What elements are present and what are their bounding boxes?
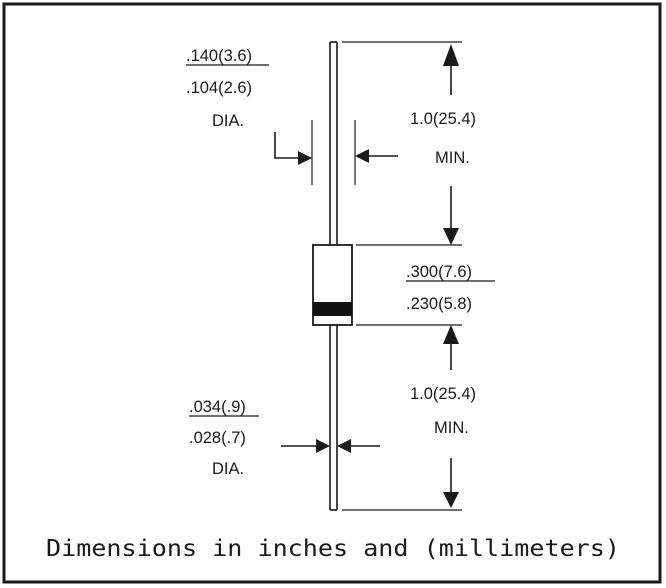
cathode-band: [313, 302, 352, 316]
caption: Dimensions in inches and (millimeters): [46, 536, 620, 562]
bottom-lead-length-dimension: [342, 324, 462, 511]
lead-diameter-unit-label: DIA.: [212, 112, 244, 130]
wire-diameter-dimension: [281, 439, 380, 453]
top-lead-length-label: 1.0(25.4): [410, 110, 476, 128]
wire-diameter-min-label: .028(.7): [189, 429, 246, 447]
wire-diameter-unit-label: DIA.: [212, 460, 244, 478]
lead-diameter-max-label: .140(3.6): [186, 47, 252, 65]
upper-lead: [329, 41, 338, 245]
body-length-min-label: .230(5.8): [406, 295, 472, 313]
lower-lead: [329, 325, 338, 511]
top-lead-length-note: MIN.: [435, 149, 470, 167]
wire-diameter-max-label: .034(.9): [189, 398, 246, 416]
lead-diameter-dimension: [274, 120, 398, 185]
bottom-lead-length-note: MIN.: [434, 419, 469, 437]
lead-diameter-min-label: .104(2.6): [186, 79, 252, 97]
body-length-max-label: .300(7.6): [406, 263, 472, 281]
top-lead-length-dimension: [342, 41, 462, 246]
bottom-lead-length-label: 1.0(25.4): [410, 385, 476, 403]
